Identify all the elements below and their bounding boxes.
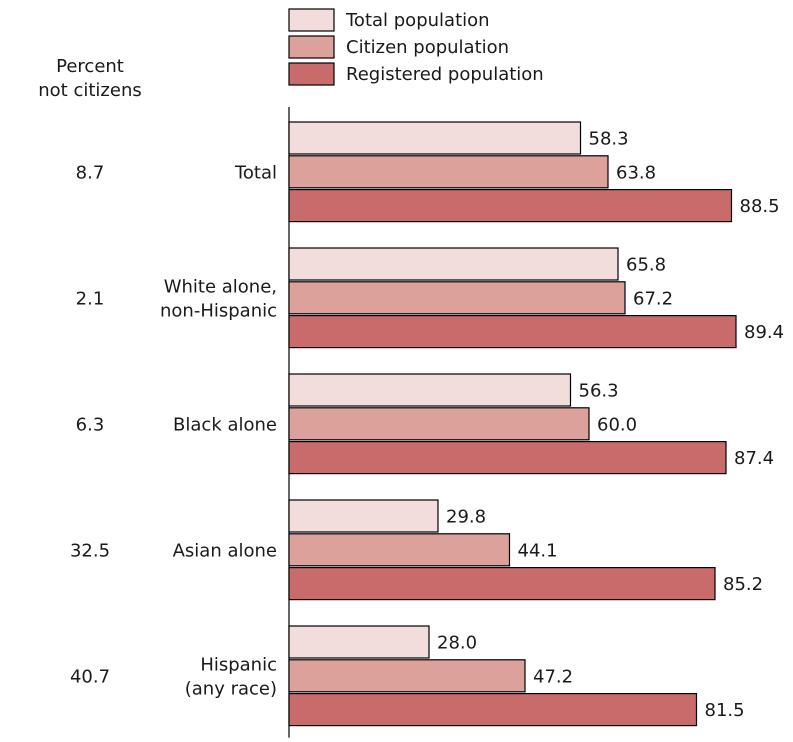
category-group-total: 58.3 63.8 88.5 Total 8.7 [76,121,780,223]
category-label-total: Total [234,162,277,183]
bars-area: 58.3 63.8 88.5 Total 8.7 65.8 67.2 89.4 White al… [70,121,784,727]
bar-total-population-total [288,121,582,155]
category-label-line: (any race) [185,678,277,699]
side-column-header-line: not citizens [38,80,141,101]
bar-registered-population-black-alone [288,441,727,475]
value-label: 58.3 [589,129,629,150]
legend-label-citizen-population: Citizen population [346,37,509,58]
value-label: 44.1 [518,540,558,561]
category-label-line: White alone, [164,276,277,297]
bar-registered-population-white-alone-non-hispanic [288,315,737,349]
value-label: 60.0 [597,414,637,435]
legend-swatch-total-population [288,8,335,32]
bar-citizen-population-total [288,155,609,189]
percent-not-citizens-value: 2.1 [76,288,105,309]
legend: Total population Citizen population Regist… [288,8,544,86]
bar-citizen-population-asian-alone [288,533,511,567]
category-label-line: Hispanic [200,654,277,675]
category-label-black-alone: Black alone [173,414,277,435]
percent-not-citizens-value: 32.5 [70,540,110,561]
legend-swatch-citizen-population [288,35,335,59]
value-label: 67.2 [633,288,673,309]
value-label: 28.0 [437,633,477,654]
value-label: 47.2 [533,666,573,687]
bar-total-population-white-alone-non-hispanic [288,247,619,281]
category-label-line: Black alone [173,414,277,435]
category-label-hispanic-any-race: Hispanic (any race) [185,654,277,699]
category-group-hispanic-any-race: 28.0 47.2 81.5 Hispanic (any race) 40.7 [70,625,745,727]
category-label-asian-alone: Asian alone [173,540,277,561]
value-label: 56.3 [579,381,619,402]
bar-registered-population-asian-alone [288,566,716,601]
value-label: 89.4 [744,322,784,343]
bar-total-population-black-alone [288,373,572,407]
legend-swatch-registered-population [288,62,335,86]
bar-total-population-hispanic-any-race [288,625,430,659]
percent-not-citizens-value: 8.7 [76,162,105,183]
value-label: 29.8 [446,507,486,528]
percent-not-citizens-value: 40.7 [70,666,110,687]
legend-label-total-population: Total population [345,10,490,31]
value-label: 65.8 [626,255,666,276]
category-label-line: non-Hispanic [160,300,277,321]
value-label: 87.4 [734,448,774,469]
percent-not-citizens-value: 6.3 [76,414,105,435]
category-group-black-alone: 56.3 60.0 87.4 Black alone 6.3 [76,373,774,475]
bar-registered-population-hispanic-any-race [288,692,698,727]
legend-label-registered-population: Registered population [346,64,544,85]
category-label-line: Total [234,162,277,183]
category-label-line: Asian alone [173,540,277,561]
bar-citizen-population-black-alone [288,407,590,441]
side-column-header: Percent not citizens [38,56,141,101]
bar-registered-population-total [288,189,733,223]
side-column-header-line: Percent [56,56,124,77]
bar-citizen-population-hispanic-any-race [288,659,526,693]
value-label: 88.5 [740,196,780,217]
bar-total-population-asian-alone [288,499,439,533]
category-group-asian-alone: 29.8 44.1 85.2 Asian alone 32.5 [70,499,763,601]
percent-not-citizens-header: Percent not citizens [38,56,141,101]
bar-citizen-population-white-alone-non-hispanic [288,281,626,315]
value-label: 81.5 [705,700,745,721]
value-label: 63.8 [616,162,656,183]
category-label-white-alone-non-hispanic: White alone, non-Hispanic [160,276,277,321]
category-group-white-alone-non-hispanic: 65.8 67.2 89.4 White alone, non-Hispanic 2.1 [76,247,784,349]
value-label: 85.2 [723,574,763,595]
